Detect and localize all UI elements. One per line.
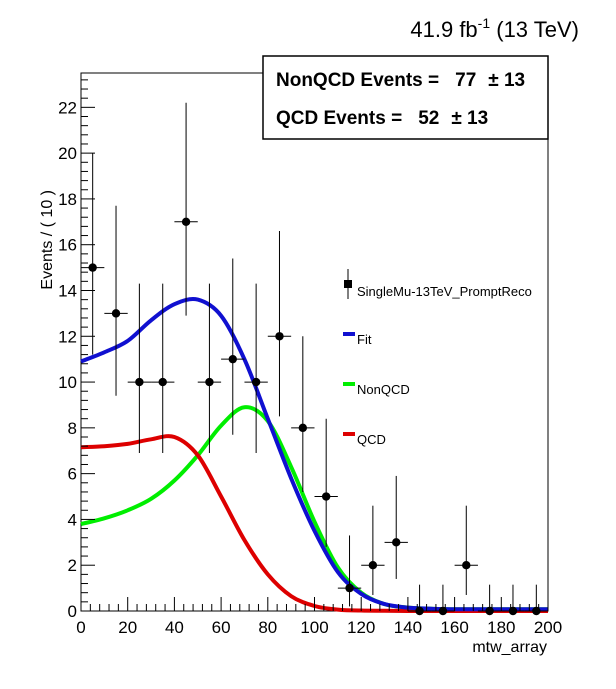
data-marker <box>485 606 494 616</box>
data-marker <box>508 606 518 616</box>
x-tick-label: 20 <box>118 618 137 637</box>
data-marker <box>228 354 237 364</box>
data-point <box>151 283 175 454</box>
data-point <box>267 230 292 417</box>
x-tick-label: 40 <box>165 618 184 637</box>
x-tick-label: 140 <box>394 618 422 637</box>
legend-label-nonqcd: NonQCD <box>357 382 410 397</box>
curve-fit <box>80 297 548 612</box>
legend-item-qcd: QCD <box>343 432 386 447</box>
x-tick-label: 160 <box>440 618 468 637</box>
x-tick-label: 60 <box>212 618 231 637</box>
data-marker <box>205 377 214 387</box>
data-marker <box>88 263 97 272</box>
y-tick-label: 22 <box>58 98 77 117</box>
data-marker <box>462 561 471 570</box>
x-tick-label: 100 <box>300 618 328 637</box>
legend: SingleMu-13TeV_PromptReco Fit NonQCD QCD <box>343 269 532 447</box>
x-tick-label: 80 <box>258 618 277 637</box>
data-marker <box>275 332 284 341</box>
x-tick-label: 120 <box>347 618 375 637</box>
axes-layer: 0 20 40 60 80 100 120 140 160 180 200 0 2 4 6 8 10 12 14 16… <box>58 79 562 637</box>
legend-label-data: SingleMu-13TeV_PromptReco <box>357 284 532 299</box>
data-point <box>291 336 315 492</box>
data-point <box>81 153 105 355</box>
data-point <box>361 505 385 595</box>
stats-box: NonQCD Events = 77 ± 13 QCD Events = 52 ± 13 <box>262 55 549 140</box>
legend-item-nonqcd: NonQCD <box>343 382 410 397</box>
data-point <box>314 418 338 547</box>
data-point <box>174 102 198 316</box>
legend-item-data: SingleMu-13TeV_PromptReco <box>344 269 532 299</box>
data-marker <box>251 377 261 387</box>
data-point <box>454 505 478 595</box>
data-marker <box>438 606 448 616</box>
data-marker <box>321 492 331 501</box>
y-tick-label: 18 <box>58 190 77 209</box>
x-tick-label: 180 <box>487 618 515 637</box>
legend-label-fit: Fit <box>357 332 372 347</box>
data-point <box>104 205 128 396</box>
data-points-layer <box>81 102 548 616</box>
data-point <box>244 283 268 454</box>
y-tick-label: 6 <box>68 465 77 484</box>
data-marker <box>392 538 401 547</box>
data-point <box>197 283 222 454</box>
data-point <box>127 283 152 454</box>
data-marker <box>181 217 191 227</box>
y-axis-title: Events / ( 10 ) <box>39 190 56 290</box>
data-marker <box>368 561 378 570</box>
lumi-label: 41.9 fb-1 (13 TeV) <box>410 15 579 42</box>
x-tick-label: 0 <box>76 618 85 637</box>
data-marker <box>415 606 424 616</box>
data-marker <box>532 606 541 616</box>
y-tick-label: 14 <box>58 281 77 300</box>
data-marker <box>298 423 308 433</box>
data-marker <box>111 309 121 318</box>
y-tick-label: 0 <box>68 602 77 621</box>
data-marker <box>345 583 354 593</box>
y-tick-label: 16 <box>58 236 77 255</box>
stats-line-qcd: QCD Events = 52 ± 13 <box>276 108 488 129</box>
x-axis-title: mtw_array <box>472 639 547 656</box>
x-tick-label: 200 <box>534 618 562 637</box>
y-tick-label: 12 <box>58 327 77 346</box>
y-tick-label: 4 <box>68 510 77 529</box>
stats-line-nonqcd: NonQCD Events = 77 ± 13 <box>276 70 525 91</box>
data-marker <box>135 377 144 387</box>
data-point <box>221 258 245 435</box>
y-tick-label: 8 <box>68 419 77 438</box>
data-marker <box>158 377 167 387</box>
y-tick-label: 20 <box>58 144 77 163</box>
data-point <box>337 535 362 607</box>
legend-marker <box>344 280 352 288</box>
y-tick-label: 10 <box>58 373 77 392</box>
legend-label-qcd: QCD <box>357 432 386 447</box>
legend-item-fit: Fit <box>343 332 372 347</box>
data-point <box>384 475 408 579</box>
y-tick-label: 2 <box>68 556 77 575</box>
